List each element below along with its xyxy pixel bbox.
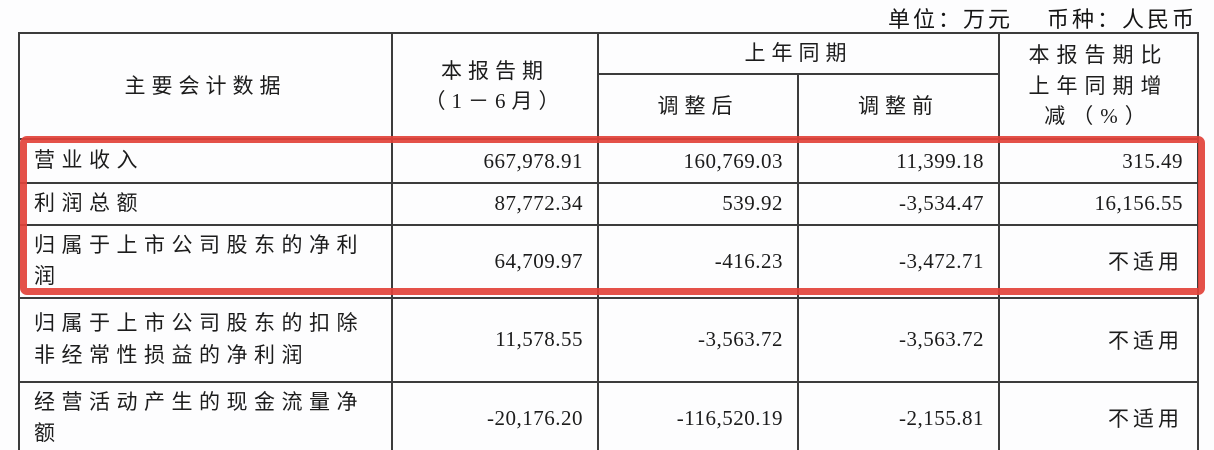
table-row-net-profit: 归属于上市公司股东的净利润 64,709.97 -416.23 -3,472.7… [18, 223, 1199, 299]
header-before-adjustment: 调整前 [797, 73, 1000, 140]
header-main-data: 主要会计数据 [18, 32, 393, 140]
value-prior-before-cell: -2,155.81 [797, 380, 1000, 450]
value-prior-adjusted-cell: -116,520.19 [597, 380, 799, 450]
value-current-cell: 11,578.55 [391, 296, 599, 383]
value-change-cell: 不适用 [998, 380, 1199, 450]
row-label-cell: 归属于上市公司股东的净利润 [18, 223, 393, 299]
currency-label: 币种：人民币 [1046, 7, 1197, 32]
table-row-revenue: 营业收入 667,978.91 160,769.03 11,399.18 315… [18, 138, 1199, 184]
value-prior-adjusted-cell: -416.23 [597, 223, 799, 299]
value-prior-before-cell: 11,399.18 [797, 138, 1000, 184]
unit-label: 单位：万元 [887, 7, 1013, 32]
header-after-adjustment: 调整后 [597, 73, 799, 140]
table-row-operating-cash-flow: 经营活动产生的现金流量净额 -20,176.20 -116,520.19 -2,… [18, 380, 1199, 450]
table-row-total-profit: 利润总额 87,772.34 539.92 -3,534.47 16,156.5… [18, 182, 1199, 226]
value-prior-before-cell: -3,534.47 [797, 182, 1000, 226]
value-change-cell: 不适用 [998, 296, 1199, 383]
unit-currency-line: 单位：万元 币种：人民币 [888, 2, 1197, 34]
row-label-cell: 营业收入 [18, 138, 393, 184]
value-change-cell: 16,156.55 [998, 182, 1199, 226]
header-prior-period: 上年同期 [597, 32, 1000, 75]
value-prior-adjusted-cell: -3,563.72 [597, 296, 799, 383]
value-prior-adjusted-cell: 539.92 [597, 182, 799, 226]
value-prior-before-cell: -3,563.72 [797, 296, 1000, 383]
value-current-cell: 87,772.34 [391, 182, 599, 226]
value-change-cell: 不适用 [998, 223, 1199, 299]
value-prior-adjusted-cell: 160,769.03 [597, 138, 799, 184]
value-current-cell: -20,176.20 [391, 380, 599, 450]
header-row-sub: 调整后 调整前 [19, 73, 1198, 140]
row-label-cell: 归属于上市公司股东的扣除非经常性损益的净利润 [18, 296, 393, 383]
table-row-net-profit-excl-nonrecurring: 归属于上市公司股东的扣除非经常性损益的净利润 11,578.55 -3,563.… [18, 296, 1199, 383]
key-accounting-data-table: 主要会计数据 本报告期 （1－6月） 上年同期 本报告期比 上年同期增 减（%）… [18, 32, 1199, 450]
header-current-period: 本报告期 （1－6月） [391, 32, 599, 140]
header-change-percent: 本报告期比 上年同期增 减（%） [998, 32, 1199, 140]
value-prior-before-cell: -3,472.71 [797, 223, 1000, 299]
value-current-cell: 667,978.91 [391, 138, 599, 184]
header-row-top: 主要会计数据 本报告期 （1－6月） 上年同期 本报告期比 上年同期增 减（%） [18, 32, 1199, 140]
value-current-cell: 64,709.97 [391, 223, 599, 299]
row-label-cell: 利润总额 [18, 182, 393, 226]
value-change-cell: 315.49 [998, 138, 1199, 184]
row-label-cell: 经营活动产生的现金流量净额 [18, 380, 393, 450]
